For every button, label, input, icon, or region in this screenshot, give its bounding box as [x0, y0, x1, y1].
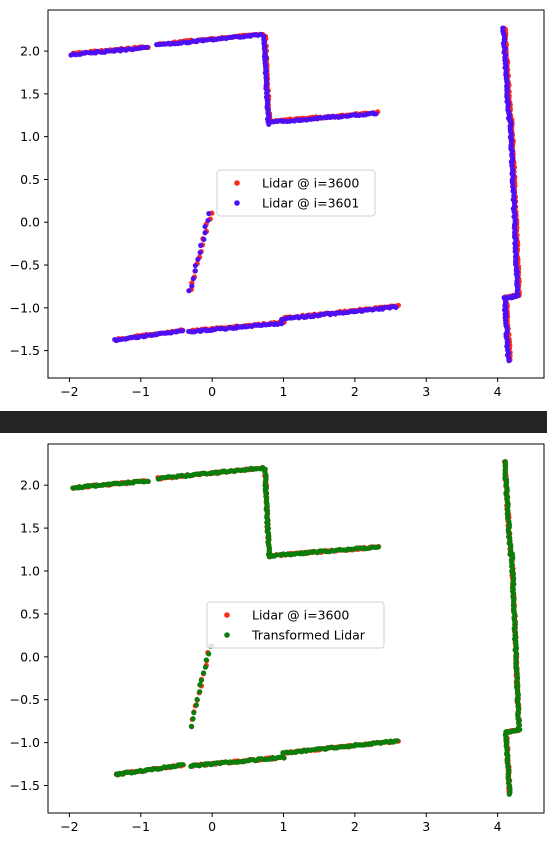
legend-box: [216, 169, 376, 217]
y-tick-label: 1.0: [20, 564, 40, 579]
x-tick-label: 3: [422, 384, 430, 399]
data-point: [188, 723, 195, 729]
data-point: [192, 262, 198, 269]
x-tick-label: −1: [132, 819, 150, 834]
data-point: [206, 210, 212, 217]
data-point: [203, 657, 209, 663]
legend-label: Transformed Lidar: [251, 628, 366, 643]
y-tick-label: 0.0: [20, 215, 40, 230]
data-point: [393, 304, 399, 310]
legend-label: Lidar @ i=3600: [252, 608, 349, 623]
data-point: [145, 478, 151, 485]
scatter-chart-top: −2 −1 0 1 2 3 4 −1.5 −1.0 −0.5 0.0 0.5 1.0 1.5 2.0 Lida…: [10, 9, 545, 399]
x-tick-label: 1: [280, 384, 288, 399]
data-point: [202, 664, 209, 670]
data-point: [197, 682, 203, 688]
x-tick-label: 1: [280, 819, 288, 834]
x-tick-label: −1: [132, 384, 150, 399]
data-point: [191, 710, 197, 716]
y-tick-label: −0.5: [10, 258, 40, 273]
data-point: [197, 689, 203, 695]
x-tick-label: 0: [208, 819, 216, 834]
data-point: [506, 358, 512, 364]
legend-label: Lidar @ i=3600: [262, 176, 359, 191]
x-tick-label: 4: [494, 384, 502, 399]
top-chart-panel: −2 −1 0 1 2 3 4 −1.5 −1.0 −0.5 0.0 0.5 1.0 1.5 2.0 Lida…: [0, 0, 547, 411]
y-tick-label: −1.0: [10, 735, 40, 750]
x-tick-label: −2: [60, 819, 78, 834]
legend-marker: [224, 632, 230, 638]
x-tick-label: −2: [60, 384, 78, 399]
data-point: [198, 677, 204, 683]
y-tick-label: −0.5: [10, 692, 40, 707]
data-point: [192, 268, 198, 274]
y-tick-label: 0.5: [20, 172, 40, 187]
x-tick-label: 3: [422, 819, 430, 834]
data-point: [179, 328, 186, 334]
legend: Lidar @ i=3600 Transformed Lidar: [206, 601, 385, 649]
data-point: [200, 670, 207, 676]
data-point: [281, 755, 287, 761]
y-tick-label: 0.0: [20, 649, 40, 664]
data-point: [202, 223, 208, 230]
data-point: [273, 552, 280, 558]
data-point: [186, 288, 192, 294]
window-separator: [0, 411, 547, 433]
legend: Lidar @ i=3600 Lidar @ i=3601: [216, 169, 376, 217]
scatter-chart-bottom: −2 −1 0 1 2 3 4 −1.5 −1.0 −0.5 0.0 0.5 1.0 1.5 2.0 Lida…: [10, 443, 545, 834]
series-1-points: [68, 25, 521, 364]
y-tick-label: 2.0: [20, 478, 40, 493]
data-point: [189, 283, 195, 289]
legend-label: Lidar @ i=3601: [262, 196, 359, 211]
data-point: [201, 236, 207, 242]
data-point: [202, 230, 208, 236]
y-tick-label: 1.5: [20, 86, 40, 101]
data-point: [144, 44, 150, 51]
data-point: [190, 716, 196, 722]
data-point: [197, 249, 203, 256]
data-point: [205, 217, 211, 224]
x-tick-label: 0: [208, 384, 216, 399]
data-point: [198, 242, 204, 248]
data-point: [279, 321, 285, 327]
data-point: [375, 544, 381, 550]
y-tick-label: 0.5: [20, 606, 40, 621]
y-tick-label: 1.0: [20, 129, 40, 144]
legend-box: [206, 601, 385, 649]
data-point: [394, 738, 400, 744]
data-point: [195, 256, 201, 262]
axes-frame: [47, 443, 545, 814]
data-point: [506, 791, 512, 797]
legend-marker: [234, 180, 240, 186]
data-point: [206, 651, 212, 657]
data-point: [373, 111, 379, 117]
x-tick-label: 2: [351, 384, 359, 399]
legend-marker: [234, 200, 240, 206]
bottom-chart-panel: −2 −1 0 1 2 3 4 −1.5 −1.0 −0.5 0.0 0.5 1.0 1.5 2.0 Lida…: [0, 433, 547, 847]
series-1-points: [70, 459, 523, 797]
data-point: [190, 276, 196, 282]
y-tick-label: 2.0: [20, 44, 40, 59]
y-tick-label: −1.0: [10, 300, 40, 315]
y-tick-label: 1.5: [20, 521, 40, 536]
x-tick-label: 2: [351, 819, 359, 834]
x-tick-label: 4: [494, 819, 502, 834]
data-point: [193, 702, 199, 708]
y-tick-label: −1.5: [10, 778, 40, 793]
legend-marker: [224, 612, 230, 618]
data-point: [194, 696, 200, 703]
y-tick-label: −1.5: [10, 343, 40, 358]
axes-frame: [47, 9, 545, 379]
data-point: [180, 762, 186, 768]
